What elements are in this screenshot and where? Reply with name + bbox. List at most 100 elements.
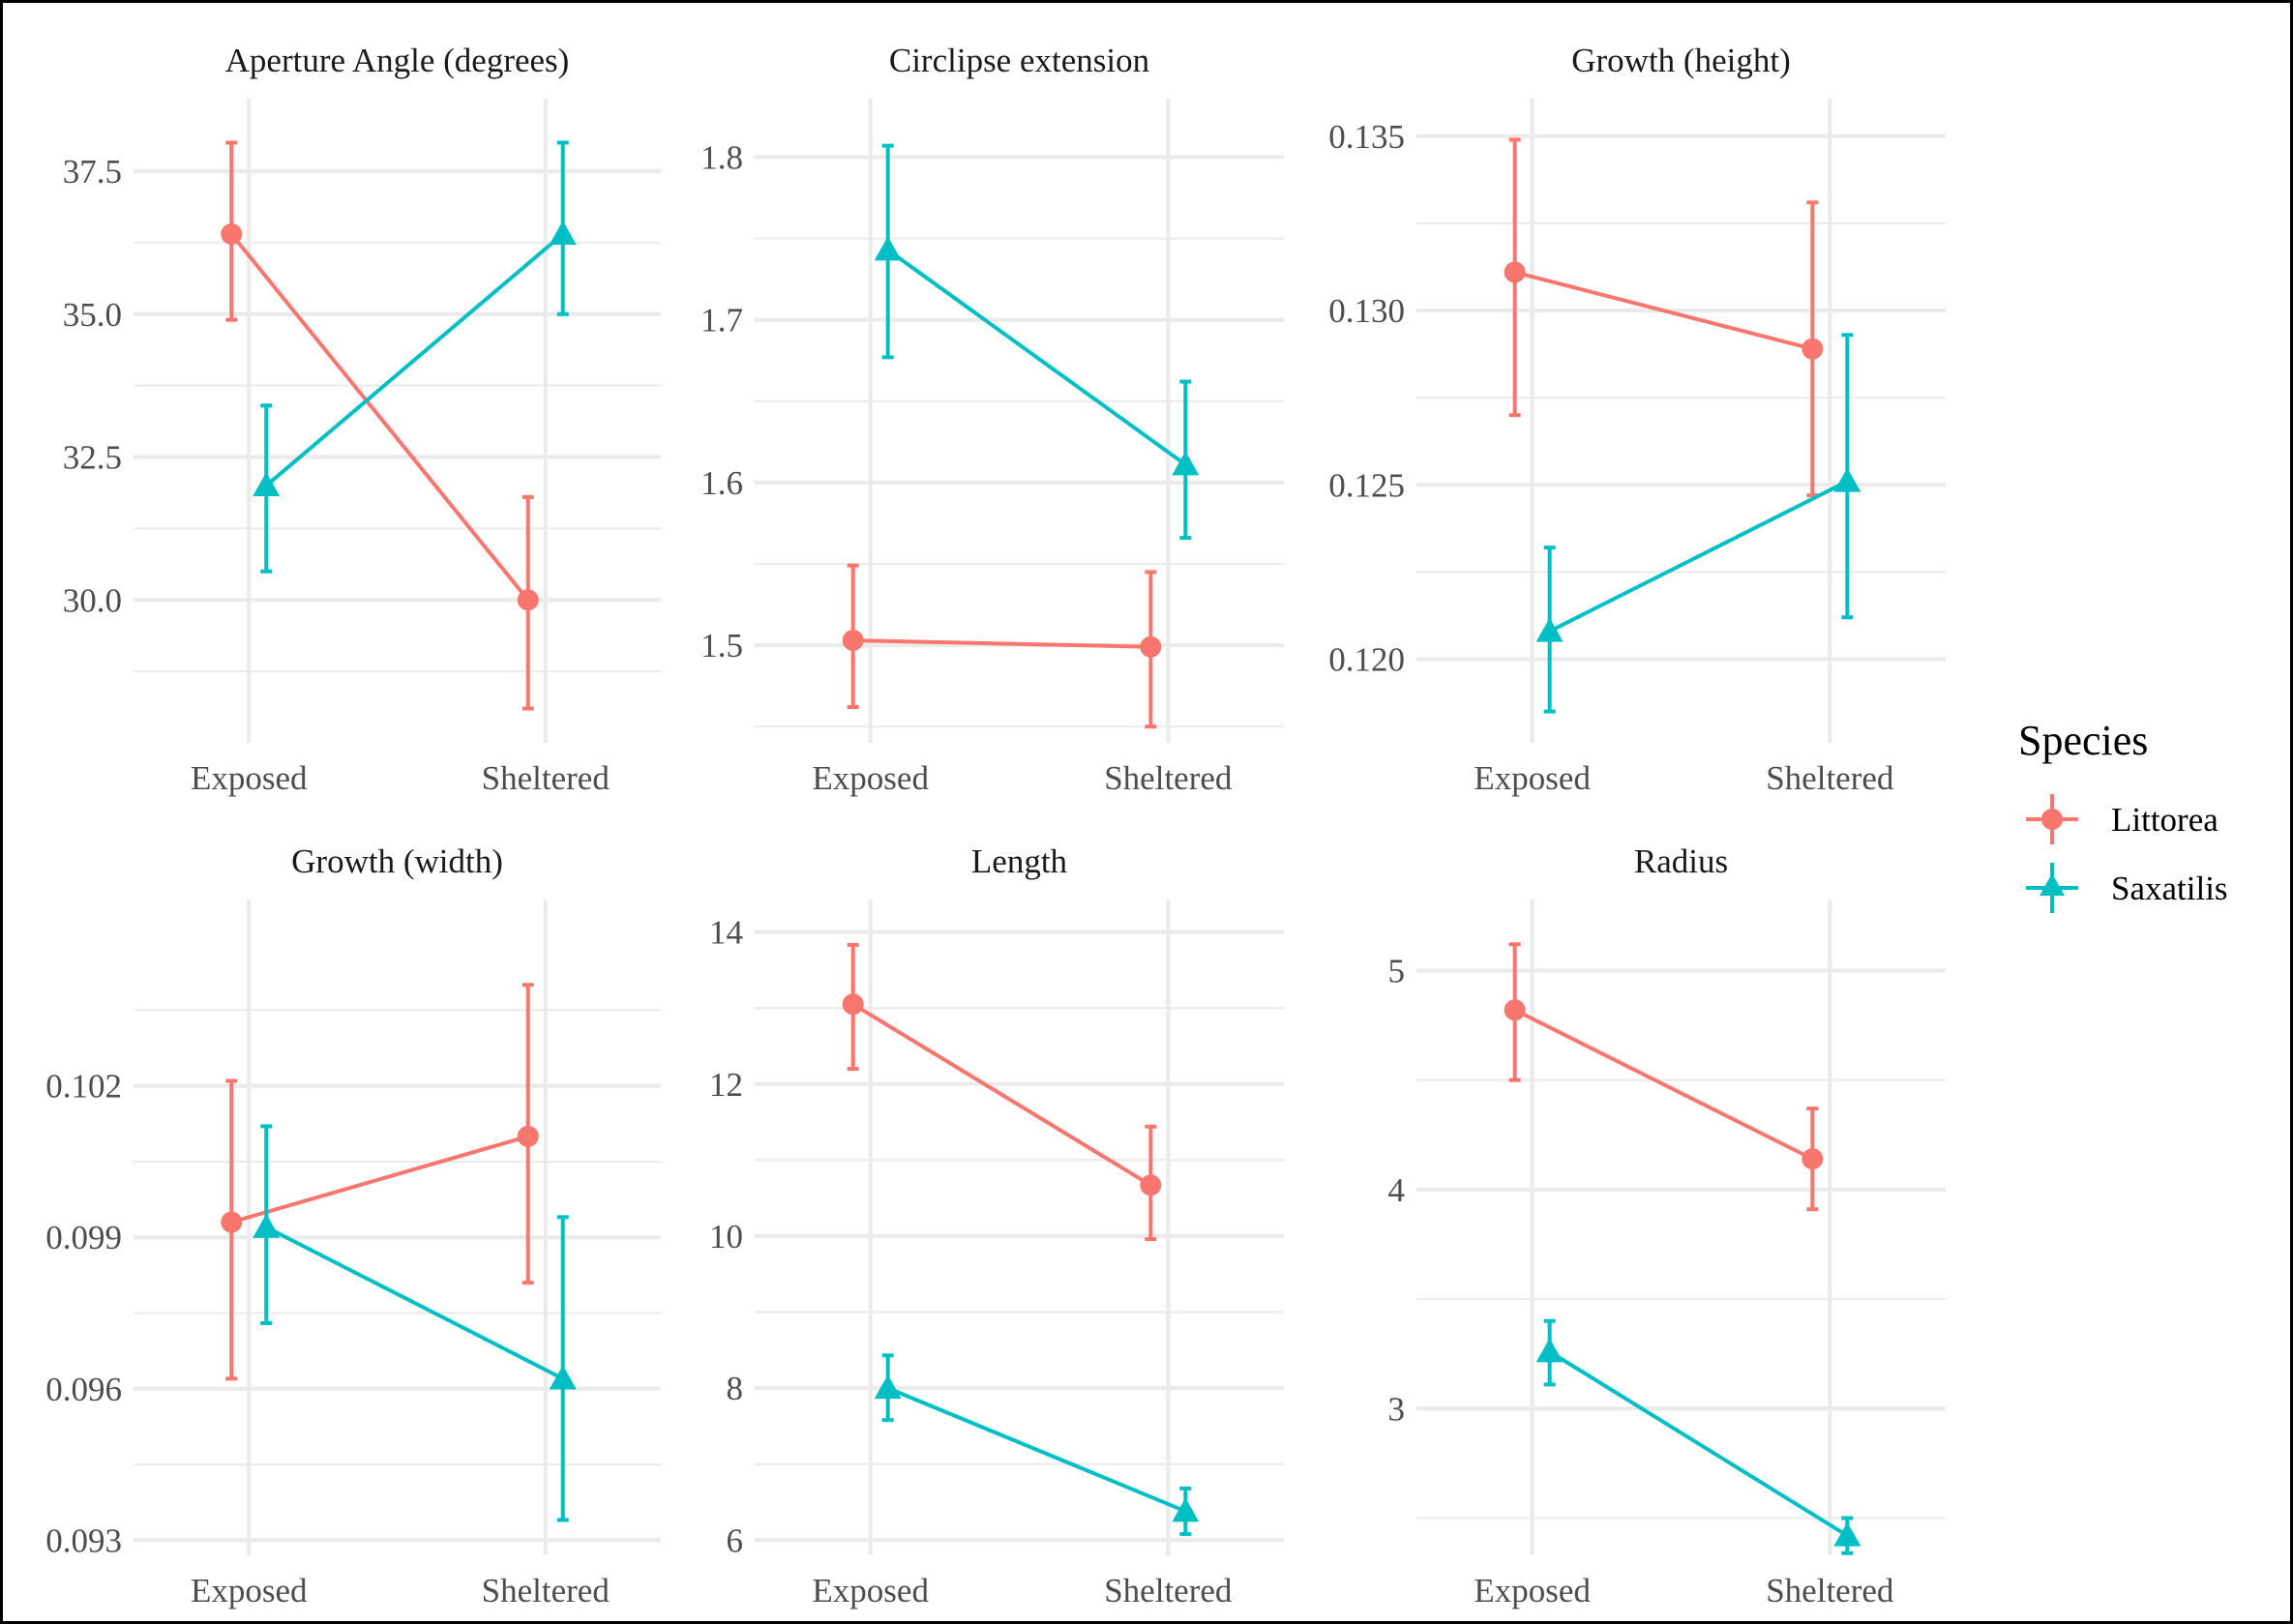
series-line xyxy=(264,232,565,487)
data-point xyxy=(1504,261,1526,283)
panel-title: Length xyxy=(971,842,1068,880)
series-saxatilis xyxy=(1535,1318,1861,1555)
series-line xyxy=(886,1386,1187,1514)
data-point xyxy=(1172,451,1200,476)
y-tick-label: 1.8 xyxy=(700,138,743,176)
legend-label-littorea: Littorea xyxy=(2111,801,2219,839)
series-saxatilis xyxy=(253,1124,577,1522)
data-point xyxy=(1172,1497,1200,1522)
series-line xyxy=(1548,1349,1849,1538)
y-tick-label: 0.096 xyxy=(45,1371,122,1408)
legend-label-saxatilis: Saxatilis xyxy=(2111,870,2228,907)
legend-entry-saxatilis: Saxatilis xyxy=(2026,863,2228,913)
panel-circlipse-extension: 1.5 1.6 1.7 1.8 Exposed Sheltered Circlipse ex… xyxy=(700,42,1284,797)
y-tick-label: 4 xyxy=(1388,1171,1406,1209)
data-point xyxy=(1535,617,1563,642)
legend-title: Species xyxy=(2018,717,2148,764)
data-point xyxy=(517,1125,539,1147)
x-tick-label: Exposed xyxy=(1474,759,1591,797)
x-tick-label: Exposed xyxy=(191,1572,308,1609)
data-point xyxy=(549,1365,577,1390)
data-point xyxy=(1504,999,1526,1021)
series-line xyxy=(852,638,1151,649)
data-point xyxy=(1802,338,1824,360)
legend-key-triangle-saxatilis xyxy=(2040,873,2065,896)
y-tick-label: 1.5 xyxy=(700,627,743,664)
series-line xyxy=(230,1134,529,1225)
legend: Species Littorea Saxatilis xyxy=(2018,717,2228,913)
data-point xyxy=(1140,1174,1162,1196)
y-tick-label: 12 xyxy=(709,1066,743,1104)
data-point xyxy=(1833,1521,1861,1547)
series-saxatilis xyxy=(874,143,1200,541)
panel-title: Radius xyxy=(1634,842,1728,880)
data-point xyxy=(517,589,539,611)
y-tick-label: 14 xyxy=(709,914,743,952)
data-point xyxy=(874,1374,902,1400)
y-tick-label: 0.102 xyxy=(45,1068,122,1106)
y-tick-label: 0.093 xyxy=(45,1521,122,1559)
data-point xyxy=(253,1213,281,1238)
series-saxatilis xyxy=(1535,333,1861,714)
series-line xyxy=(229,232,530,602)
y-tick-label: 37.5 xyxy=(63,153,122,191)
series-littorea xyxy=(842,563,1162,729)
legend-entry-littorea: Littorea xyxy=(2026,794,2219,844)
y-tick-label: 1.6 xyxy=(700,464,743,502)
y-tick-label: 32.5 xyxy=(63,439,122,477)
series-line xyxy=(886,248,1187,466)
panel-title: Aperture Angle (degrees) xyxy=(225,42,570,79)
data-point xyxy=(1802,1148,1824,1170)
y-tick-label: 0.099 xyxy=(45,1219,122,1256)
data-point xyxy=(874,236,902,261)
y-tick-label: 3 xyxy=(1388,1390,1406,1428)
y-tick-label: 6 xyxy=(727,1521,744,1559)
x-tick-label: Exposed xyxy=(1474,1572,1591,1609)
data-point xyxy=(221,223,243,246)
data-point xyxy=(253,472,281,497)
series-line xyxy=(1548,479,1849,634)
panel-growth-height: 0.120 0.125 0.130 0.135 Exposed Sheltered Grow… xyxy=(1328,42,1946,797)
data-point xyxy=(842,630,864,652)
series-littorea xyxy=(1504,942,1824,1212)
y-tick-label: 30.0 xyxy=(63,581,122,619)
series-line xyxy=(1514,270,1813,351)
data-point xyxy=(1535,1338,1563,1363)
y-tick-label: 0.125 xyxy=(1328,466,1405,504)
y-tick-label: 0.135 xyxy=(1328,118,1405,156)
panel-title: Growth (width) xyxy=(291,842,503,880)
series-line xyxy=(1513,1008,1814,1161)
data-point xyxy=(1833,467,1861,492)
series-line xyxy=(265,1225,564,1381)
y-tick-label: 10 xyxy=(709,1218,743,1255)
legend-key-circle-littorea xyxy=(2041,809,2063,830)
series-saxatilis xyxy=(874,1353,1200,1536)
data-point xyxy=(549,221,577,246)
x-tick-label: Exposed xyxy=(191,759,308,797)
x-tick-label: Exposed xyxy=(812,1572,929,1609)
series-saxatilis xyxy=(253,140,577,574)
y-tick-label: 35.0 xyxy=(63,296,122,334)
series-littorea xyxy=(1504,137,1824,498)
series-littorea xyxy=(221,140,539,711)
y-tick-label: 5 xyxy=(1388,952,1406,989)
data-point xyxy=(221,1211,243,1233)
x-tick-label: Sheltered xyxy=(482,759,610,797)
x-tick-label: Sheltered xyxy=(1104,759,1233,797)
series-line xyxy=(851,1002,1152,1187)
y-tick-label: 8 xyxy=(727,1370,744,1407)
panel-growth-width: 0.093 0.096 0.099 0.102 Exposed Sheltered Grow… xyxy=(45,842,661,1609)
panel-length: 6 8 10 12 14 Exposed Sheltered Length xyxy=(709,842,1284,1609)
panel-title: Circlipse extension xyxy=(889,42,1149,79)
y-tick-label: 0.130 xyxy=(1328,292,1405,330)
panel-aperture-angle-degrees: 30.0 32.5 35.0 37.5 Exposed Sheltered Aperture… xyxy=(63,42,661,797)
series-littorea xyxy=(842,942,1162,1242)
x-tick-label: Sheltered xyxy=(1766,1572,1894,1609)
x-tick-label: Exposed xyxy=(812,759,929,797)
panel-title: Growth (height) xyxy=(1571,42,1790,79)
panel-radius: 3 4 5 Exposed Sheltered Radius xyxy=(1388,842,1946,1609)
x-tick-label: Sheltered xyxy=(1104,1572,1233,1609)
x-tick-label: Sheltered xyxy=(482,1572,610,1609)
chart-panels: 30.0 32.5 35.0 37.5 Exposed Sheltered Aperture… xyxy=(45,42,1946,1609)
